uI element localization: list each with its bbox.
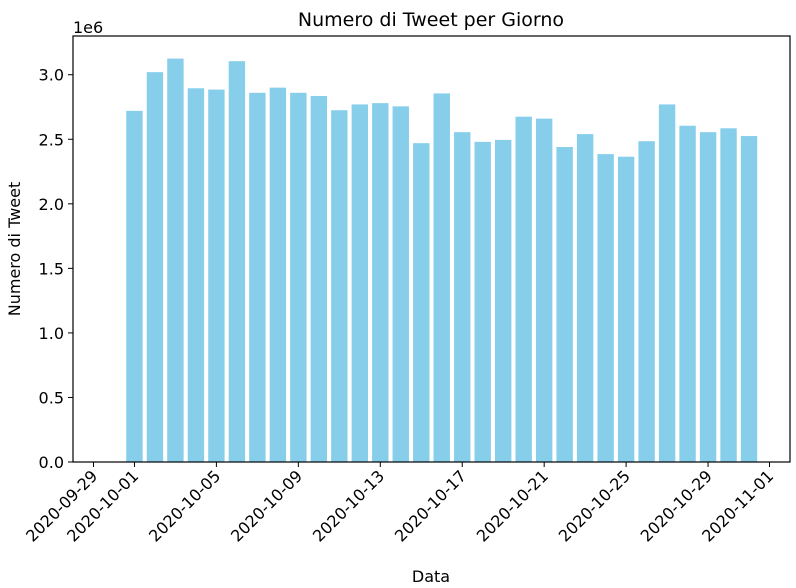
x-tick-label: 2020-10-25 <box>555 466 634 545</box>
bar-2020-10-10 <box>310 96 328 462</box>
bar-2020-10-14 <box>392 106 409 462</box>
chart-title: Numero di Tweet per Giorno <box>298 9 564 31</box>
bar-2020-10-03 <box>167 58 184 463</box>
y-tick-label: 0.5 <box>39 388 64 407</box>
bar-2020-10-08 <box>269 87 287 462</box>
bar-2020-10-20 <box>515 116 532 463</box>
bar-2020-10-02 <box>146 72 164 463</box>
y-tick-label: 2.5 <box>39 130 64 149</box>
bar-2020-10-27 <box>658 104 676 463</box>
bar-2020-10-26 <box>638 141 655 462</box>
bar-2020-10-16 <box>433 93 450 462</box>
bar-2020-10-24 <box>597 154 614 462</box>
x-tick-label: 2020-10-21 <box>473 466 552 545</box>
x-tick-label: 2020-10-09 <box>227 466 306 545</box>
x-axis-label: Data <box>412 567 450 586</box>
bar-2020-10-05 <box>208 89 225 462</box>
bar-2020-10-15 <box>413 143 430 462</box>
y-offset-label: 1e6 <box>73 18 103 37</box>
y-tick-label: 1.5 <box>39 259 64 278</box>
bar-2020-10-21 <box>535 118 553 463</box>
bar-2020-10-07 <box>249 92 266 463</box>
plot-frame <box>72 35 791 463</box>
bar-2020-10-09 <box>290 92 307 463</box>
y-axis-ticks: 0.0 0.5 1.0 1.5 2.0 2.5 3.0 <box>39 66 73 472</box>
bar-2020-10-22 <box>556 147 573 462</box>
bar-2020-10-29 <box>699 132 717 463</box>
bar-2020-10-01 <box>126 110 143 463</box>
bar-2020-10-30 <box>720 128 737 463</box>
bar-2020-10-04 <box>187 88 205 462</box>
bar-2020-10-25 <box>617 156 635 462</box>
bar-2020-10-11 <box>331 110 348 462</box>
bars-group <box>126 58 758 463</box>
y-axis-label: Numero di Tweet <box>5 182 24 317</box>
bar-2020-10-13 <box>372 103 389 462</box>
bar-2020-10-31 <box>740 136 758 463</box>
y-tick-label: 3.0 <box>39 66 64 85</box>
bar-2020-10-19 <box>495 139 512 463</box>
x-tick-label: 2020-10-13 <box>309 466 388 545</box>
bar-2020-10-12 <box>351 104 368 463</box>
bar-2020-10-17 <box>454 132 471 463</box>
y-tick-label: 1.0 <box>39 324 64 343</box>
y-tick-label: 0.0 <box>39 453 64 472</box>
x-tick-label: 2020-10-17 <box>391 466 470 545</box>
y-tick-label: 2.0 <box>39 195 64 214</box>
bar-2020-10-28 <box>679 125 696 462</box>
bar-2020-10-06 <box>228 61 246 463</box>
bar-2020-10-18 <box>474 141 491 462</box>
x-tick-label: 2020-10-05 <box>145 466 224 545</box>
bar-2020-10-23 <box>576 134 594 463</box>
